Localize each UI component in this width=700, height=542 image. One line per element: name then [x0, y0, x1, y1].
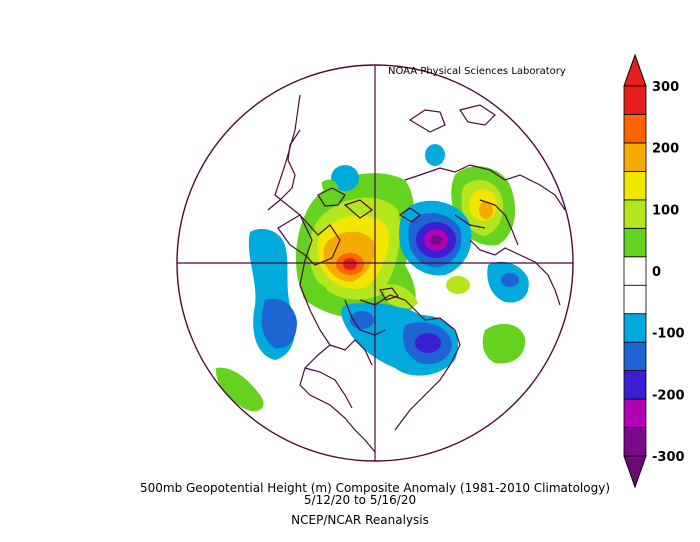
colorbar-segment [623, 370, 647, 400]
colorbar-segment [623, 256, 647, 286]
colorbar: 300 200 100 0 -100 -200 -300 [623, 53, 685, 489]
colorbar-segment [623, 199, 647, 229]
colorbar-tick-label: 300 [652, 80, 679, 95]
coastlines [267, 94, 566, 453]
colorbar-top-arrow [623, 53, 647, 87]
colorbar-tick-label: 0 [652, 265, 661, 280]
colorbar-bottom-arrow [623, 455, 647, 489]
caption-source: NCEP/NCAR Reanalysis [291, 513, 429, 527]
colorbar-tick-label: -100 [652, 327, 685, 342]
colorbar-tick-label: 200 [652, 142, 679, 157]
map-boundary [176, 64, 574, 462]
colorbar-segment [623, 398, 647, 428]
colorbar-segment [623, 227, 647, 258]
colorbar-segment [623, 142, 647, 172]
caption-title: 500mb Geopotential Height (m) Composite … [139, 481, 610, 495]
anomaly-shading [215, 144, 529, 412]
colorbar-tick-label: 100 [652, 203, 679, 218]
colorbar-segment [623, 313, 647, 343]
caption-dates: 5/12/20 to 5/16/20 [303, 493, 417, 507]
colorbar-segment [623, 341, 647, 372]
colorbar-segment [623, 427, 647, 457]
colorbar-tick-label: -200 [652, 388, 685, 403]
colorbar-segment [623, 114, 647, 144]
colorbar-segment [623, 170, 647, 201]
credit-label: NOAA Physical Sciences Laboratory [388, 66, 566, 77]
colorbar-segment [623, 85, 647, 115]
colorbar-tick-label: -300 [652, 450, 685, 465]
colorbar-segment [623, 284, 647, 315]
